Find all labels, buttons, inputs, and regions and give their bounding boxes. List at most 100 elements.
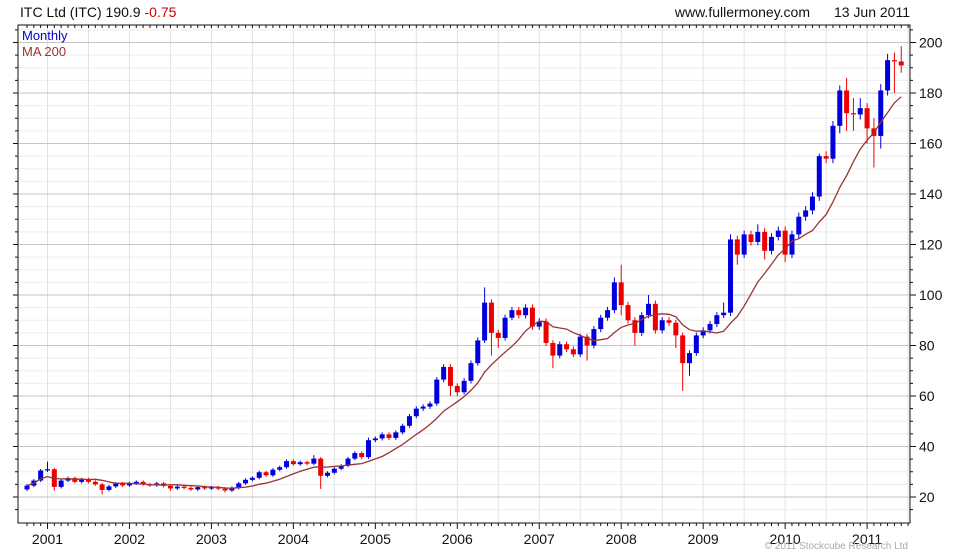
x-year-label: 2009 (688, 531, 719, 547)
x-year-label: 2011 (852, 531, 882, 547)
candle-body-down (263, 472, 269, 476)
x-year-label: 2004 (278, 531, 309, 547)
candle-body-up (468, 363, 474, 381)
candle-body-down (570, 349, 576, 355)
x-year-label: 2007 (524, 531, 555, 547)
candle-body-up (502, 317, 508, 338)
candle-body-up (878, 90, 884, 136)
candle-body-up (331, 468, 337, 473)
candle-body-down (543, 321, 549, 343)
candle-body-up (208, 487, 214, 489)
candle-body-up (427, 403, 433, 407)
candle-body-down (99, 484, 105, 490)
y-tick-label: 180 (919, 85, 943, 101)
candle-body-down (584, 336, 590, 346)
candle-body-down (632, 320, 638, 333)
candle-body-up (482, 302, 488, 341)
y-tick-label: 60 (919, 388, 935, 404)
candle-body-down (92, 481, 98, 485)
candle-body-up (741, 234, 747, 255)
candle-body-up (727, 239, 733, 313)
candle-body-up (721, 312, 727, 316)
y-tick-label: 140 (919, 186, 943, 202)
candle-body-down (304, 462, 310, 464)
candle-body-down (488, 302, 494, 333)
price-change-label: -0.75 (144, 4, 177, 20)
candle-body-up (707, 324, 713, 331)
candle-body-up (768, 236, 774, 251)
candle-body-up (789, 234, 795, 255)
candle-body-up (372, 438, 378, 441)
candle-body-up (809, 196, 815, 211)
candle-body-up (693, 335, 699, 354)
candle-body-up (256, 472, 262, 478)
candle-body-up (24, 485, 30, 490)
candle-body-down (748, 234, 754, 242)
candle-body-down (529, 307, 535, 327)
y-tick-label: 20 (919, 489, 935, 505)
candle-body-down (850, 113, 856, 115)
y-tick-label: 200 (919, 35, 943, 51)
x-year-label: 2010 (770, 531, 801, 547)
candle-body-down (666, 320, 672, 323)
candle-body-up (775, 230, 781, 237)
candle-body-up (577, 336, 583, 355)
candle-body-up (687, 353, 693, 364)
candle-body-up (659, 320, 665, 331)
candle-body-up (509, 310, 515, 318)
candle-body-down (564, 344, 570, 350)
candle-body-down (386, 434, 392, 438)
candle-body-down (140, 481, 146, 485)
candle-body-down (222, 488, 228, 491)
website-label: www.fullermoney.com (674, 4, 810, 20)
candle-body-up (557, 344, 563, 356)
instrument-price-label: ITC Ltd (ITC) 190.9 (20, 4, 141, 20)
candle-body-down (734, 239, 740, 255)
candle-body-up (297, 462, 303, 465)
candle-body-down (359, 453, 365, 458)
candle-body-up (755, 231, 761, 242)
candle-body-up (277, 467, 283, 470)
candle-body-down (844, 90, 850, 114)
candle-body-up (38, 470, 44, 481)
candle-body-up (195, 487, 201, 490)
y-tick-label: 100 (919, 287, 943, 303)
candle-body-down (72, 478, 78, 482)
candle-body-up (605, 310, 611, 318)
candle-body-down (454, 385, 460, 393)
candle-body-up (113, 483, 119, 487)
candle-body-up (536, 321, 542, 327)
candle-body-down (188, 487, 194, 490)
candle-body-down (782, 230, 788, 255)
candle-body-down (618, 282, 624, 306)
candle-body-up (229, 487, 235, 491)
date-label: 13 Jun 2011 (833, 4, 910, 20)
candle-body-up (837, 90, 843, 126)
candle-body-up (44, 469, 50, 471)
candle-body-up (325, 472, 331, 476)
candle-body-up (79, 479, 85, 482)
x-year-label: 2002 (114, 531, 145, 547)
candle-body-up (249, 477, 255, 480)
y-tick-label: 120 (919, 237, 943, 253)
candle-body-up (700, 330, 706, 336)
candle-body-down (290, 461, 296, 465)
y-tick-label: 160 (919, 136, 943, 152)
candle-body-up (133, 481, 139, 484)
candle-body-up (420, 406, 426, 409)
candle-body-up (106, 486, 112, 490)
candle-body-up (243, 479, 249, 484)
candle-body-down (85, 479, 91, 482)
candle-body-up (379, 434, 385, 439)
y-tick-label: 80 (919, 338, 935, 354)
candle-body-up (639, 315, 645, 333)
candle-body-down (898, 61, 904, 66)
candle-body-up (598, 317, 604, 330)
candle-body-down (550, 342, 556, 356)
legend-ma-label: MA 200 (22, 44, 67, 59)
candle-body-up (611, 282, 617, 311)
legend-series-label: Monthly (22, 28, 68, 43)
chart-title: ITC Ltd (ITC) 190.9 -0.75 (20, 4, 176, 20)
candle-body-up (714, 315, 720, 325)
